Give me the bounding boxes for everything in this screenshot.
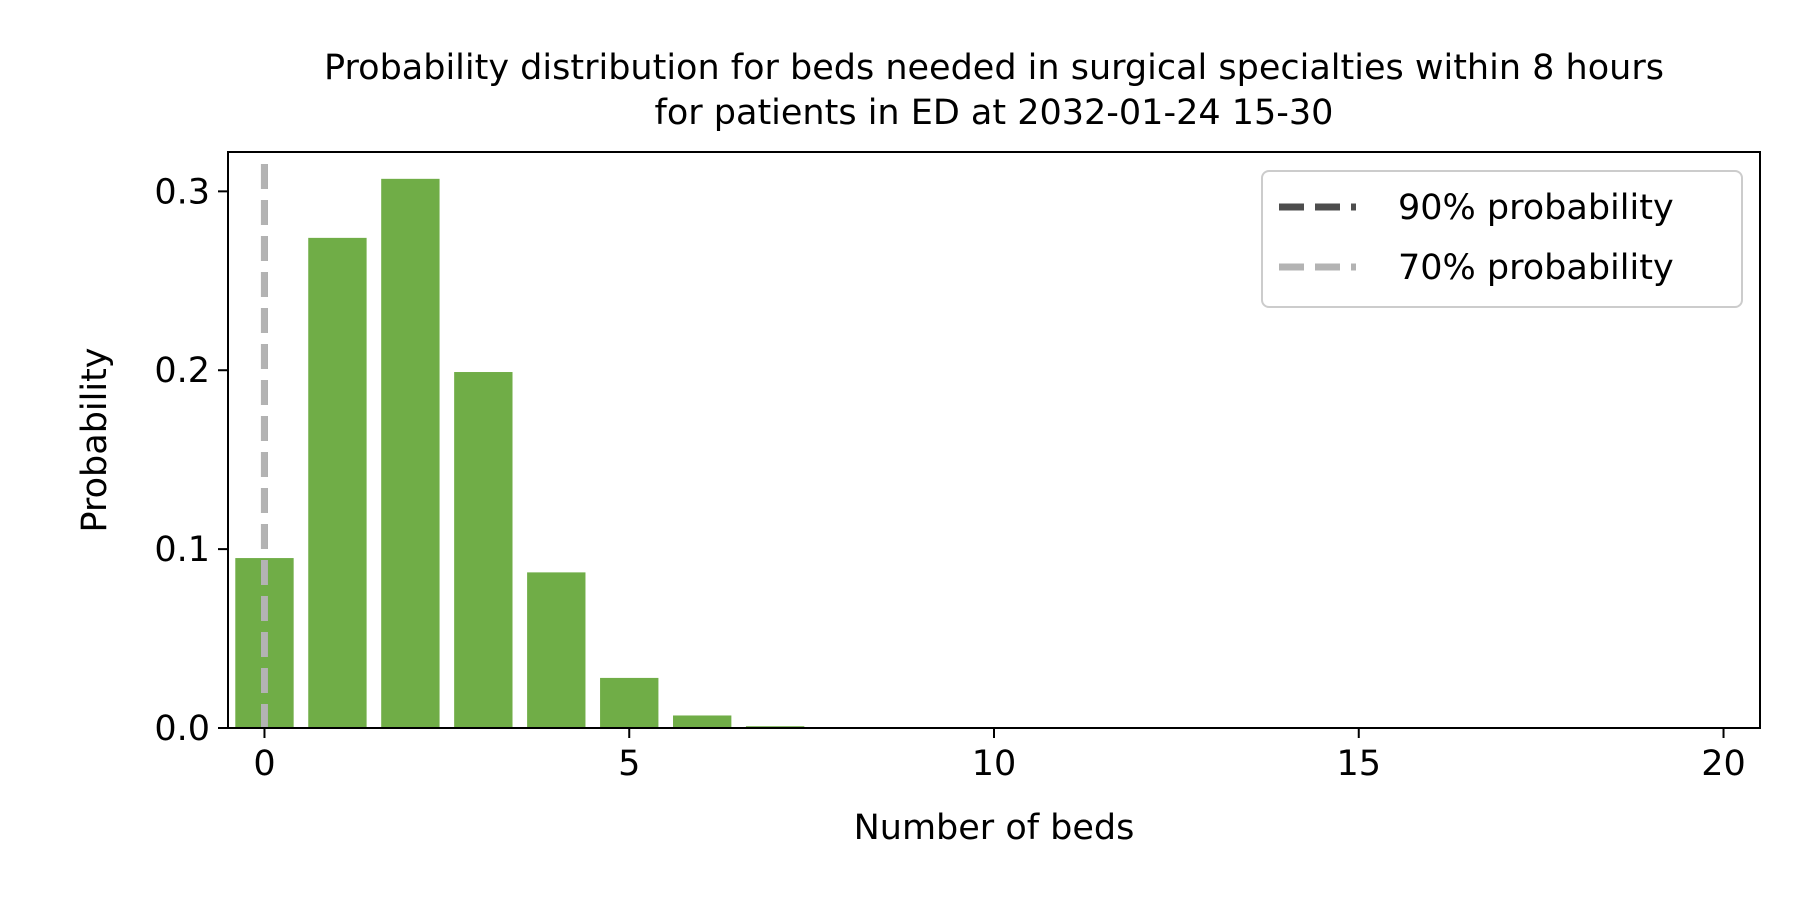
legend-box <box>1261 170 1743 308</box>
chart-title-line-2: for patients in ED at 2032-01-24 15-30 <box>655 93 1334 133</box>
x-tick-label: 20 <box>1701 744 1746 784</box>
y-axis-label: Probability <box>75 347 115 532</box>
x-axis-label: Number of beds <box>854 808 1135 848</box>
legend-label-2: 70% probability <box>1398 248 1674 288</box>
x-tick-label: 15 <box>1336 744 1381 784</box>
bar-1 <box>308 237 367 729</box>
bars <box>235 178 805 729</box>
bar-2 <box>381 178 440 729</box>
x-axis-ticks: 0 5 10 15 20 <box>253 728 1746 784</box>
y-axis-ticks: 0.0 0.1 0.2 0.3 <box>154 172 228 749</box>
y-tick-label: 0.3 <box>154 172 210 212</box>
bar-3 <box>454 372 513 728</box>
x-tick-label: 5 <box>618 744 640 784</box>
y-tick-label: 0.2 <box>154 351 210 391</box>
legend-label-1: 90% probability <box>1398 188 1674 228</box>
bar-4 <box>527 572 586 728</box>
x-tick-label: 0 <box>253 744 275 784</box>
x-tick-label: 10 <box>972 744 1017 784</box>
y-tick-label: 0.0 <box>154 709 210 749</box>
bar-5 <box>600 677 659 728</box>
chart-title-line-1: Probability distribution for beds needed… <box>324 48 1664 88</box>
bar-6 <box>673 715 732 728</box>
chart-title: Probability distribution for beds needed… <box>324 48 1664 133</box>
legend: 90% probability 70% probability <box>1261 170 1743 308</box>
y-tick-label: 0.1 <box>154 530 210 570</box>
